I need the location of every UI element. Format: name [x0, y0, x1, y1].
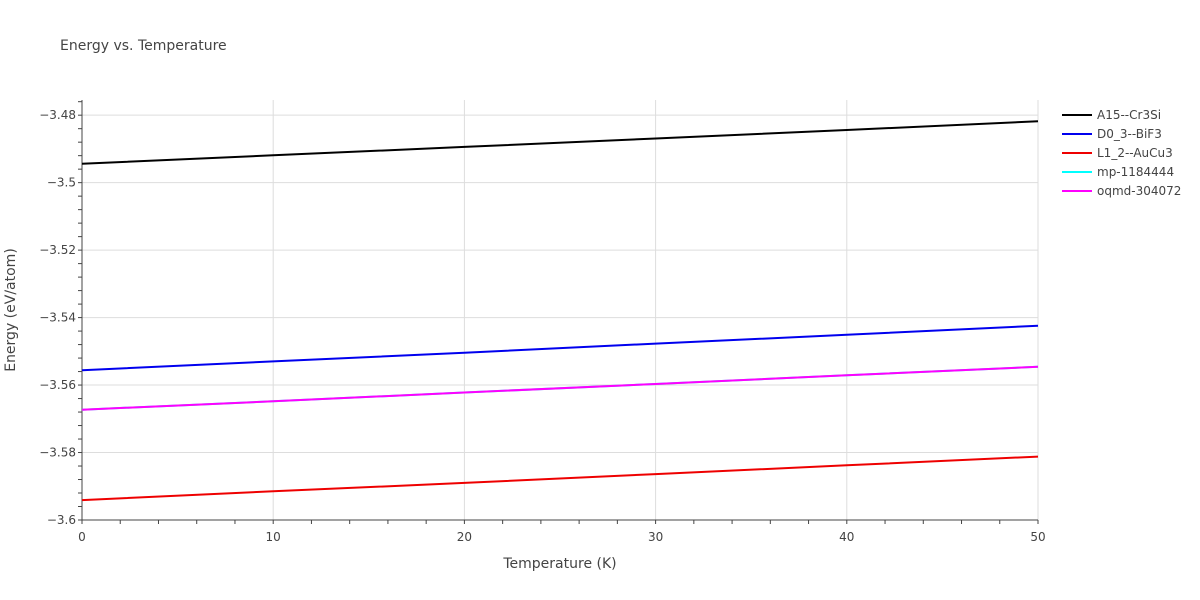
legend-label: L1_2--AuCu3 — [1097, 146, 1173, 160]
y-tick-label: −3.52 — [39, 243, 76, 257]
y-axis-title: Energy (eV/atom) — [3, 248, 19, 372]
x-tick-label: 40 — [839, 530, 854, 544]
legend-label: D0_3--BiF3 — [1097, 127, 1162, 141]
legend-item[interactable]: L1_2--AuCu3 — [1062, 146, 1173, 160]
chart-title: Energy vs. Temperature — [60, 38, 227, 54]
x-tick-label: 50 — [1030, 530, 1045, 544]
series-line-L1_2--AuCu3 — [81, 455, 1039, 502]
legend-item[interactable]: A15--Cr3Si — [1062, 108, 1161, 122]
x-tick-label: 30 — [648, 530, 663, 544]
legend-item[interactable]: oqmd-304072 — [1062, 184, 1181, 198]
x-tick-label: 10 — [266, 530, 281, 544]
legend-label: A15--Cr3Si — [1097, 108, 1161, 122]
y-tick-label: −3.58 — [39, 446, 76, 460]
y-tick-label: −3.6 — [47, 513, 76, 527]
axes: 0 10 20 30 40 50 −3.6 −3.58 −3.56 −3.54 −3.52 −3.5 −… — [39, 100, 1046, 544]
y-tick-label: −3.5 — [47, 176, 76, 190]
legend-label: mp-1184444 — [1097, 165, 1174, 179]
legend-label: oqmd-304072 — [1097, 184, 1181, 198]
x-axis-title: Temperature (K) — [502, 556, 616, 572]
y-tick-label: −3.54 — [39, 311, 76, 325]
series-line-A15--Cr3Si — [81, 120, 1039, 165]
legend[interactable]: A15--Cr3Si D0_3--BiF3 L1_2--AuCu3 mp-118444… — [1062, 108, 1181, 198]
x-tick-label: 20 — [457, 530, 472, 544]
legend-item[interactable]: mp-1184444 — [1062, 165, 1174, 179]
legend-item[interactable]: D0_3--BiF3 — [1062, 127, 1162, 141]
y-tick-label: −3.56 — [39, 378, 76, 392]
x-tick-label: 0 — [78, 530, 86, 544]
series-line-oqmd-304072 — [81, 365, 1039, 411]
grid — [82, 100, 1039, 521]
series-lines — [81, 120, 1039, 502]
series-line-D0_3--BiF3 — [81, 324, 1039, 372]
y-tick-label: −3.48 — [39, 108, 76, 122]
